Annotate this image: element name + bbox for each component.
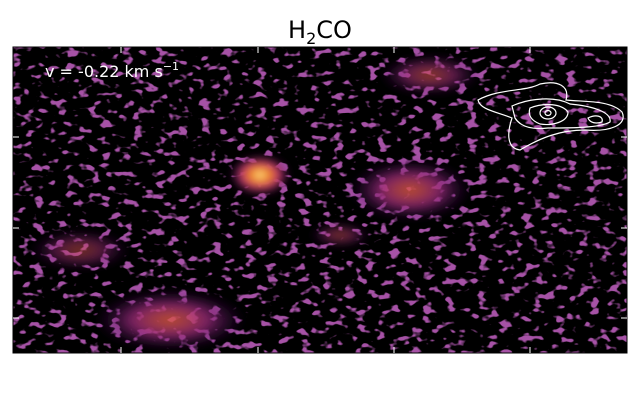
velocity-label: v = -0.22 km s−1 <box>45 60 179 81</box>
title-text: CO <box>316 16 352 44</box>
emission <box>30 55 480 350</box>
ticks <box>13 47 627 353</box>
title: H2CO <box>288 16 352 48</box>
image-panel <box>13 47 627 353</box>
title-subscript: 2 <box>306 29 316 48</box>
contours <box>477 82 624 151</box>
title-text: H <box>288 16 306 44</box>
velocity-superscript: −1 <box>163 60 179 73</box>
frame <box>12 46 628 354</box>
velocity-text: v = -0.22 km s <box>45 62 163 81</box>
